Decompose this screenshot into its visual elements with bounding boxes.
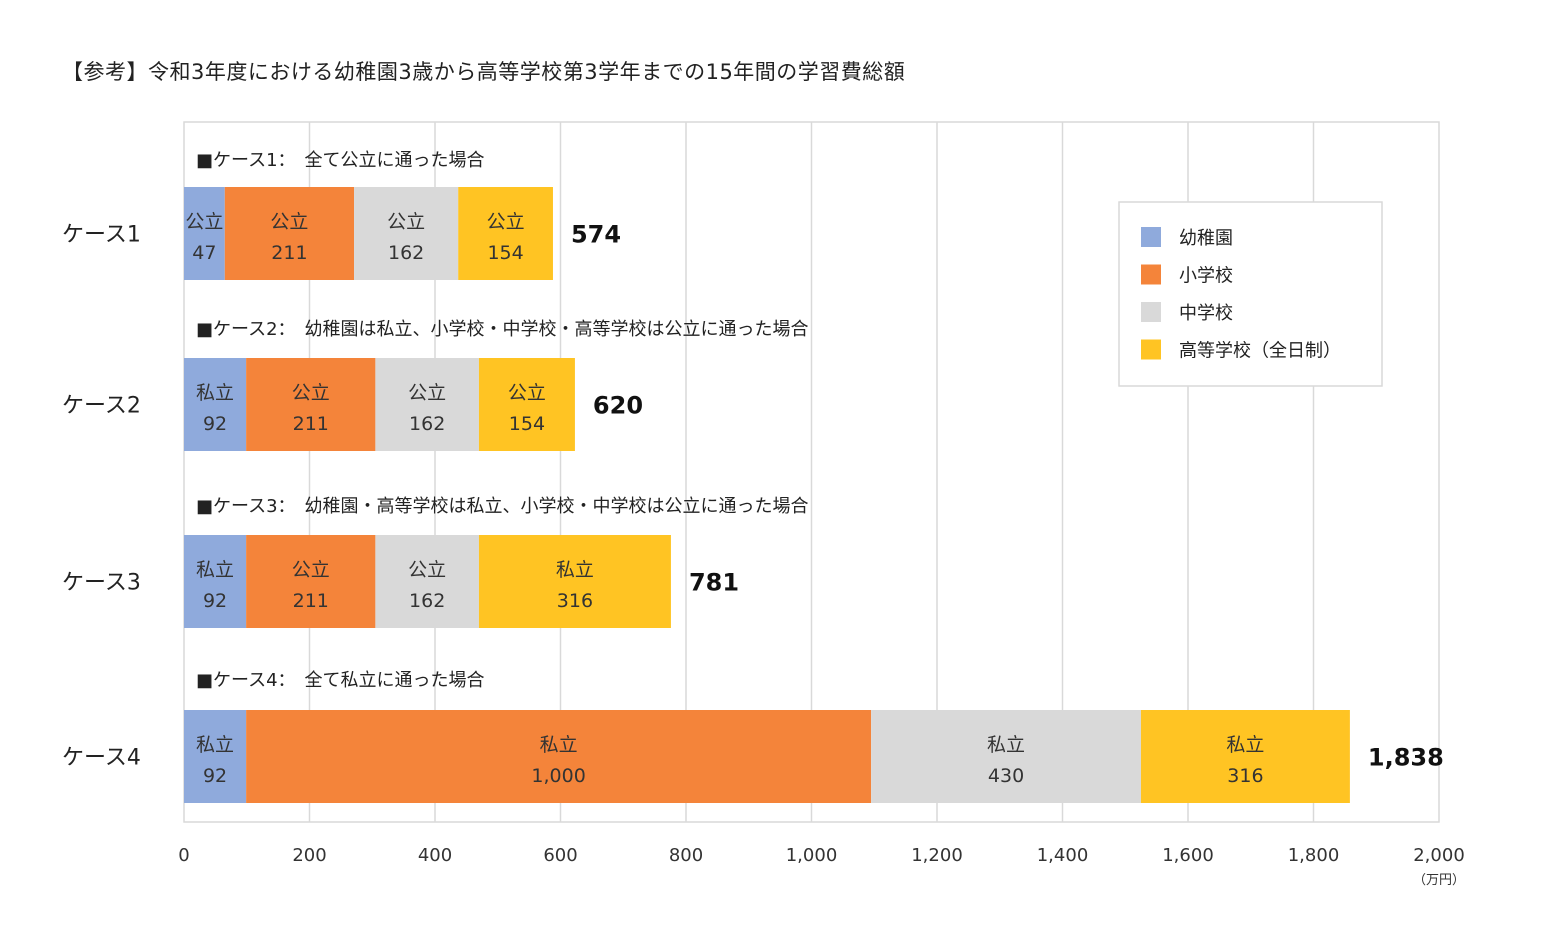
- case1-segment-value-4: 154: [487, 242, 523, 264]
- x-tick-label: 200: [292, 845, 326, 866]
- legend-box: [1118, 201, 1383, 387]
- case1-total: 574: [571, 221, 621, 249]
- case1-segment-type-1: 公立: [185, 211, 223, 233]
- case4-segment-value-4: 316: [1227, 765, 1263, 787]
- legend-label-1: 幼稚園: [1179, 228, 1233, 249]
- case3-segment-type-2: 公立: [292, 559, 330, 581]
- case2-note: ■ケース2： 幼稚園は私立、小学校・中学校・高等学校は公立に通った場合: [196, 319, 809, 340]
- x-tick-label: 0: [178, 845, 189, 866]
- x-tick-label: 1,200: [911, 845, 963, 866]
- case2-segment-value-4: 154: [509, 413, 545, 435]
- case1-segment-value-3: 162: [388, 242, 424, 264]
- x-axis-unit: （万円）: [1413, 873, 1465, 888]
- case1-segment-type-4: 公立: [487, 211, 525, 233]
- case4-segment-value-1: 92: [203, 765, 227, 787]
- legend-swatch-1: [1141, 227, 1161, 247]
- case3-segment-type-4: 私立: [556, 559, 594, 581]
- case1-segment-value-2: 211: [271, 242, 307, 264]
- case4-segment-value-3: 430: [988, 765, 1024, 787]
- case2-bar-4: [478, 358, 575, 451]
- case4-note: ■ケース4： 全て私立に通った場合: [196, 670, 485, 691]
- case1-bar-3: [354, 187, 459, 280]
- x-tick-label: 800: [669, 845, 703, 866]
- legend-label-2: 小学校: [1179, 266, 1233, 287]
- case1-segment-type-3: 公立: [387, 211, 425, 233]
- case4-bar-2: [246, 710, 872, 803]
- case3-segment-value-4: 316: [557, 590, 593, 612]
- case2-segment-type-2: 公立: [292, 382, 330, 404]
- x-tick-label: 2,000: [1413, 845, 1465, 866]
- case2-bar-3: [375, 358, 479, 451]
- case2-segment-value-1: 92: [203, 413, 227, 435]
- case4-segment-type-1: 私立: [196, 734, 234, 756]
- case1-segment-value-1: 47: [192, 242, 216, 264]
- case4-bar-3: [871, 710, 1141, 803]
- case4-segment-type-2: 私立: [540, 734, 578, 756]
- case1-bar-1: [184, 187, 225, 280]
- case4-segment-type-4: 私立: [1226, 734, 1264, 756]
- case4-segment-type-3: 私立: [987, 734, 1025, 756]
- case2-segment-type-1: 私立: [196, 382, 234, 404]
- legend-swatch-3: [1141, 302, 1161, 322]
- case3-segment-value-1: 92: [203, 590, 227, 612]
- legend-swatch-4: [1141, 339, 1161, 360]
- case2-label: ケース2: [62, 394, 141, 419]
- case1-segment-type-2: 公立: [270, 211, 308, 233]
- case3-bar-1: [184, 535, 247, 628]
- legend-label-4: 高等学校（全日制）: [1179, 341, 1341, 362]
- case4-total: 1,838: [1368, 744, 1444, 772]
- case1-label: ケース1: [62, 223, 141, 248]
- x-tick-label: 400: [418, 845, 452, 866]
- case2-bar-1: [184, 358, 247, 451]
- case1-bar-4: [458, 187, 553, 280]
- case4-segment-value-2: 1,000: [531, 765, 585, 787]
- chart-title: 【参考】令和3年度における幼稚園3歳から高等学校第3学年までの15年間の学習費総…: [62, 60, 906, 84]
- case4-bar-4: [1140, 710, 1350, 803]
- case2-segment-value-2: 211: [293, 413, 329, 435]
- case3-segment-value-2: 211: [293, 590, 329, 612]
- case1-note: ■ケース1： 全て公立に通った場合: [196, 150, 485, 171]
- legend-swatch-2: [1141, 264, 1161, 285]
- case3-total: 781: [689, 569, 739, 597]
- case3-label: ケース3: [62, 571, 141, 596]
- case2-total: 620: [593, 392, 643, 420]
- x-tick-label: 1,000: [786, 845, 838, 866]
- case3-segment-type-1: 私立: [196, 559, 234, 581]
- case3-segment-value-3: 162: [409, 590, 445, 612]
- case3-bar-4: [478, 535, 671, 628]
- x-tick-label: 1,600: [1162, 845, 1214, 866]
- case2-bar-2: [246, 358, 376, 451]
- x-tick-label: 1,800: [1288, 845, 1340, 866]
- case2-segment-type-4: 公立: [508, 382, 546, 404]
- case2-segment-value-3: 162: [409, 413, 445, 435]
- case3-segment-type-3: 公立: [408, 559, 446, 581]
- case3-note: ■ケース3： 幼稚園・高等学校は私立、小学校・中学校は公立に通った場合: [196, 496, 809, 517]
- case4-label: ケース4: [62, 746, 141, 771]
- case3-bar-2: [246, 535, 376, 628]
- legend-label-3: 中学校: [1179, 303, 1233, 324]
- case2-segment-type-3: 公立: [408, 382, 446, 404]
- case3-bar-3: [375, 535, 479, 628]
- x-tick-label: 1,400: [1037, 845, 1089, 866]
- x-tick-label: 600: [543, 845, 577, 866]
- case1-bar-2: [224, 187, 355, 280]
- case4-bar-1: [184, 710, 247, 803]
